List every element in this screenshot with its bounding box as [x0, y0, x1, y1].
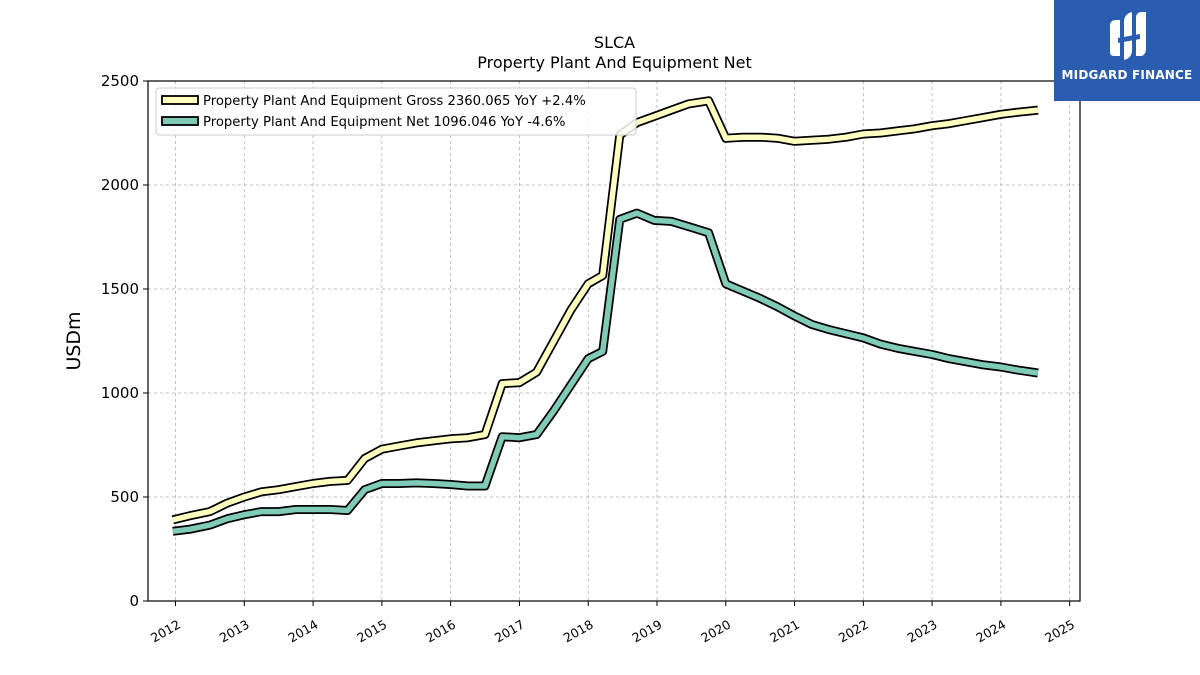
legend-label: Property Plant And Equipment Gross 2360.…: [203, 94, 586, 109]
chart-subtitle: Property Plant And Equipment Net: [477, 53, 752, 72]
series-layer: [171, 96, 1039, 536]
x-tick-label: 2021: [767, 617, 802, 646]
x-tick-label: 2016: [423, 617, 458, 646]
x-tick-label: 2020: [698, 617, 733, 646]
x-tick-label: 2012: [148, 617, 183, 646]
x-tick-label: 2015: [354, 617, 389, 646]
x-axis: 2012 2013 2014 2015 2016 2017 2018 2019 2020 2021…: [148, 601, 1077, 646]
logo-mark-icon: [1110, 12, 1146, 60]
chart-title: SLCA: [594, 33, 635, 52]
x-tick-label: 2013: [217, 617, 252, 646]
y-tick-label: 0: [129, 592, 139, 610]
x-tick-label: 2022: [836, 617, 871, 646]
y-axis-label: USDm: [63, 311, 85, 370]
series-line-1: [172, 210, 1039, 535]
x-tick-label: 2017: [492, 617, 527, 646]
legend-swatch: [161, 116, 199, 126]
legend-label: Property Plant And Equipment Net 1096.04…: [203, 115, 565, 130]
x-tick-label: 2024: [973, 617, 1008, 646]
legend-box: [155, 87, 637, 136]
legend-swatch: [161, 95, 199, 105]
y-tick-label: 2000: [101, 176, 139, 194]
x-tick-label: 2025: [1042, 617, 1077, 646]
legend: Property Plant And Equipment Gross 2360.…: [155, 87, 637, 136]
midgard-finance-logo: MIDGARD FINANCE: [1054, 0, 1200, 101]
x-tick-label: 2023: [905, 617, 940, 646]
plot-frame: [147, 80, 1081, 602]
series-line-0: [172, 98, 1039, 523]
x-tick-label: 2019: [629, 617, 664, 646]
x-tick-label: 2014: [286, 617, 321, 646]
y-tick-label: 2500: [101, 72, 139, 90]
y-tick-label: 500: [110, 488, 139, 506]
grid-lines: [148, 81, 1080, 601]
y-axis: 0 500 1000 1500 2000 2500: [101, 72, 148, 610]
logo-text: MIDGARD FINANCE: [1061, 68, 1193, 82]
y-tick-label: 1500: [101, 280, 139, 298]
y-tick-label: 1000: [101, 384, 139, 402]
x-tick-label: 2018: [561, 617, 596, 646]
